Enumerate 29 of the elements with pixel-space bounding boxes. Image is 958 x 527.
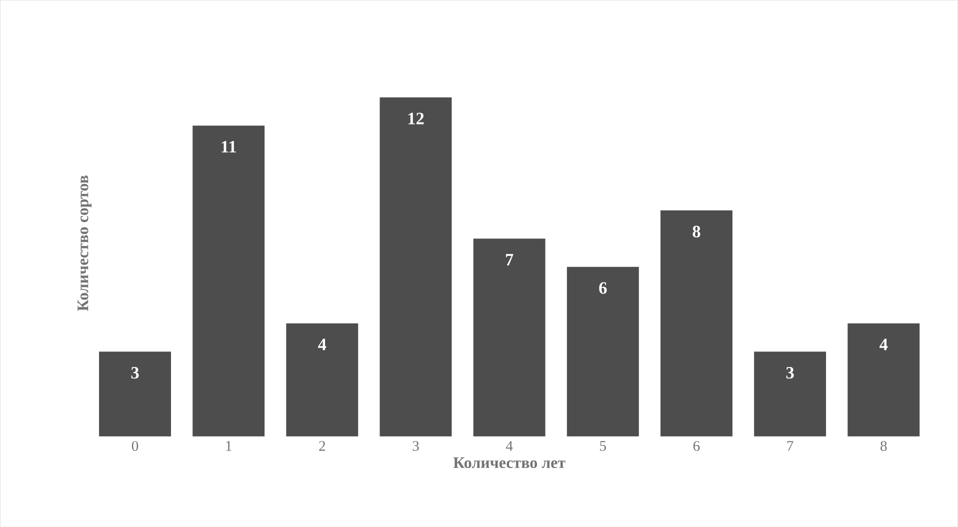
data-label: 7 xyxy=(506,254,514,266)
data-label: 3 xyxy=(786,366,794,378)
x-tick-label: 5 xyxy=(600,440,606,451)
data-label: 8 xyxy=(692,226,700,238)
y-axis-title: Количество сортов xyxy=(78,175,92,311)
bar xyxy=(99,351,171,436)
bar xyxy=(286,323,358,436)
x-tick-label: 8 xyxy=(880,440,887,451)
x-tick-label: 2 xyxy=(319,440,326,451)
data-label: 12 xyxy=(408,112,424,124)
data-label: 11 xyxy=(222,140,236,152)
x-tick-label: 3 xyxy=(412,440,419,451)
bar xyxy=(660,210,732,436)
x-tick-label: 0 xyxy=(132,440,138,451)
x-axis-title: Количество лет xyxy=(453,457,566,468)
bar xyxy=(754,351,826,436)
data-label: 6 xyxy=(599,282,607,294)
bar xyxy=(566,266,639,436)
x-tick-label: 1 xyxy=(226,440,232,451)
data-label: 3 xyxy=(131,366,139,378)
x-tick-label: 4 xyxy=(506,440,513,451)
data-label: 4 xyxy=(880,338,888,350)
bar xyxy=(380,97,452,436)
data-label: 4 xyxy=(318,338,326,350)
x-tick-label: 7 xyxy=(787,440,794,451)
x-tick-label: 6 xyxy=(693,440,700,451)
bar xyxy=(473,238,546,436)
bar xyxy=(192,126,265,436)
bar xyxy=(848,323,920,436)
